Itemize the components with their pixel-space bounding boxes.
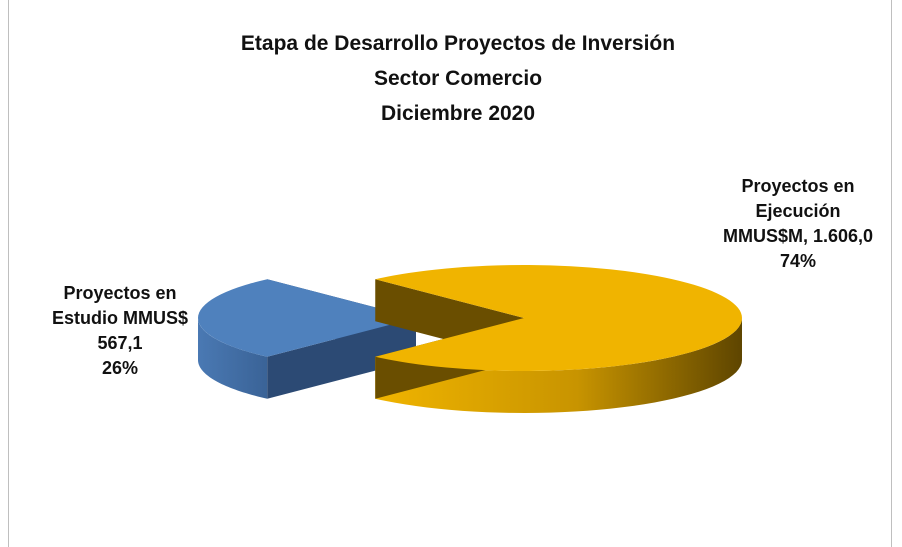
chart-subtitle: Sector Comercio — [373, 67, 543, 90]
percentage-label: 74% — [779, 251, 817, 271]
slice-wall — [375, 318, 742, 413]
category-label: Proyectos en Estudio MMUS$ — [51, 283, 188, 328]
data-label: Proyectos en Estudio MMUS$ 567,1 26% — [37, 281, 203, 381]
category-label: Proyectos en Ejecución MMUS$M, — [722, 176, 855, 246]
slice-top — [197, 279, 416, 357]
slice-top — [375, 265, 742, 371]
pie-slice — [197, 279, 416, 399]
value-label: 1.606,0 — [812, 226, 874, 246]
slice-wall — [198, 318, 268, 399]
value-label: 567,1 — [97, 333, 143, 353]
chart-title: Etapa de Desarrollo Proyectos de Inversi… — [240, 32, 676, 55]
chart-subtitle: Diciembre 2020 — [380, 102, 536, 125]
slice-face — [267, 318, 416, 399]
chart-frame — [8, 0, 892, 547]
data-label: Proyectos en Ejecución MMUS$M, 1.606,0 7… — [715, 174, 881, 274]
pie-slice — [375, 265, 742, 413]
percentage-label: 26% — [101, 358, 139, 378]
